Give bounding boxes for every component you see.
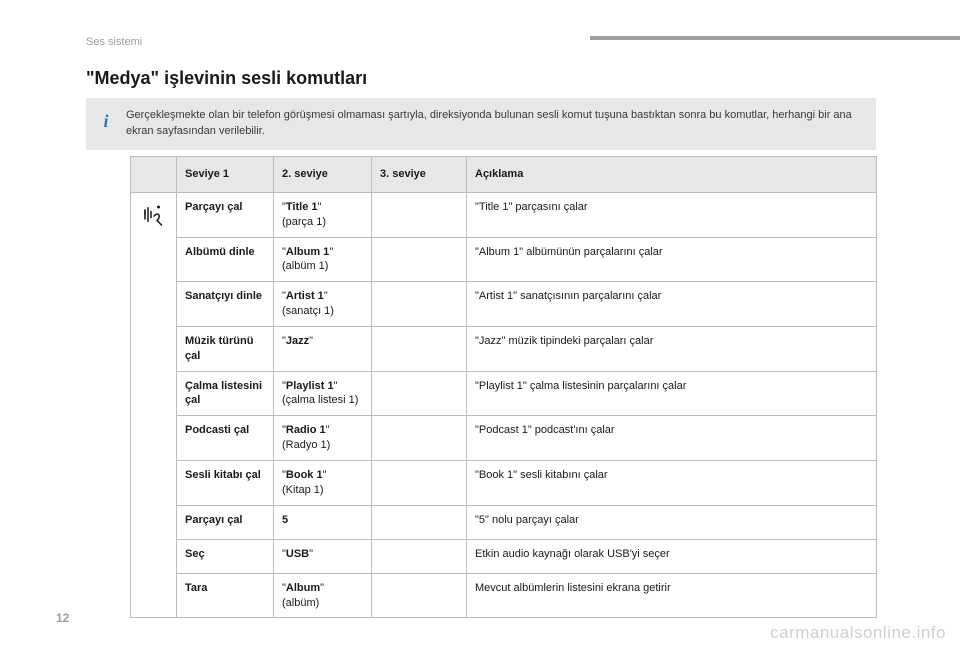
cell-level1: Tara [177, 573, 274, 618]
table-row: Sanatçıyı dinle"Artist 1"(sanatçı 1) "Art… [131, 282, 877, 327]
info-callout: i Gerçekleşmekte olan bir telefon görüşm… [86, 98, 876, 150]
cell-desc: "Book 1" sesli kitabını çalar [467, 460, 877, 505]
info-icon: i [98, 108, 114, 134]
table-row: Tara"Album"(albüm) Mevcut albümlerin list… [131, 573, 877, 618]
section-label: Ses sistemi [86, 36, 142, 48]
table-row: Parçayı çal"Title 1"(parça 1) "Title 1" p… [131, 192, 877, 237]
page-title: "Medya" işlevinin sesli komutları [86, 68, 367, 89]
cell-level1: Müzik türünü çal [177, 326, 274, 371]
page-number: 12 [56, 611, 69, 625]
header-accent-bar [590, 36, 960, 40]
cell-desc: "Title 1" parçasını çalar [467, 192, 877, 237]
th-level3: 3. seviye [372, 157, 467, 193]
cell-level2: "USB" [274, 539, 372, 573]
cell-level3 [372, 282, 467, 327]
th-level1: Seviye 1 [177, 157, 274, 193]
cell-level1: Albümü dinle [177, 237, 274, 282]
cell-level2: "Album 1"(albüm 1) [274, 237, 372, 282]
icon-cell [131, 192, 177, 618]
table-row: Sesli kitabı çal"Book 1"(Kitap 1) "Book 1… [131, 460, 877, 505]
cell-desc: "Jazz" müzik tipindeki parçaları çalar [467, 326, 877, 371]
cell-level2: "Title 1"(parça 1) [274, 192, 372, 237]
table-row: Seç"USB" Etkin audio kaynağı olarak USB'y… [131, 539, 877, 573]
cell-level2: "Artist 1"(sanatçı 1) [274, 282, 372, 327]
commands-table: Seviye 1 2. seviye 3. seviye Açıklama Pa… [130, 156, 876, 618]
th-icon [131, 157, 177, 193]
cell-desc: "Podcast 1" podcast'ını çalar [467, 416, 877, 461]
watermark: carmanualsonline.info [770, 623, 946, 643]
cell-desc: Etkin audio kaynağı olarak USB'yi seçer [467, 539, 877, 573]
th-desc: Açıklama [467, 157, 877, 193]
cell-level1: Podcasti çal [177, 416, 274, 461]
cell-level3 [372, 326, 467, 371]
table-row: Albümü dinle"Album 1"(albüm 1) "Album 1" … [131, 237, 877, 282]
cell-level1: Sesli kitabı çal [177, 460, 274, 505]
cell-desc: Mevcut albümlerin listesini ekrana getir… [467, 573, 877, 618]
cell-level3 [372, 192, 467, 237]
table-header-row: Seviye 1 2. seviye 3. seviye Açıklama [131, 157, 877, 193]
cell-level2: "Playlist 1"(çalma listesi 1) [274, 371, 372, 416]
cell-level1: Seç [177, 539, 274, 573]
cell-level2: "Jazz" [274, 326, 372, 371]
th-level2: 2. seviye [274, 157, 372, 193]
cell-desc: "Album 1" albümünün parçalarını çalar [467, 237, 877, 282]
cell-level3 [372, 460, 467, 505]
cell-desc: "5" nolu parçayı çalar [467, 505, 877, 539]
cell-level1: Parçayı çal [177, 505, 274, 539]
table-row: Çalma listesini çal"Playlist 1"(çalma li… [131, 371, 877, 416]
cell-level2: 5 [274, 505, 372, 539]
cell-level3 [372, 371, 467, 416]
cell-level2: "Book 1"(Kitap 1) [274, 460, 372, 505]
voice-command-icon [139, 201, 169, 231]
cell-desc: "Artist 1" sanatçısının parçalarını çala… [467, 282, 877, 327]
cell-level1: Çalma listesini çal [177, 371, 274, 416]
cell-level1: Parçayı çal [177, 192, 274, 237]
cell-level2: "Radio 1"(Radyo 1) [274, 416, 372, 461]
table-row: Podcasti çal"Radio 1"(Radyo 1) "Podcast 1… [131, 416, 877, 461]
cell-level2: "Album"(albüm) [274, 573, 372, 618]
table-row: Parçayı çal5 "5" nolu parçayı çalar [131, 505, 877, 539]
cell-level3 [372, 237, 467, 282]
cell-level3 [372, 539, 467, 573]
cell-level3 [372, 416, 467, 461]
cell-desc: "Playlist 1" çalma listesinin parçaların… [467, 371, 877, 416]
info-text: Gerçekleşmekte olan bir telefon görüşmes… [126, 109, 852, 137]
table-row: Müzik türünü çal"Jazz" "Jazz" müzik tipin… [131, 326, 877, 371]
cell-level3 [372, 573, 467, 618]
cell-level3 [372, 505, 467, 539]
cell-level1: Sanatçıyı dinle [177, 282, 274, 327]
